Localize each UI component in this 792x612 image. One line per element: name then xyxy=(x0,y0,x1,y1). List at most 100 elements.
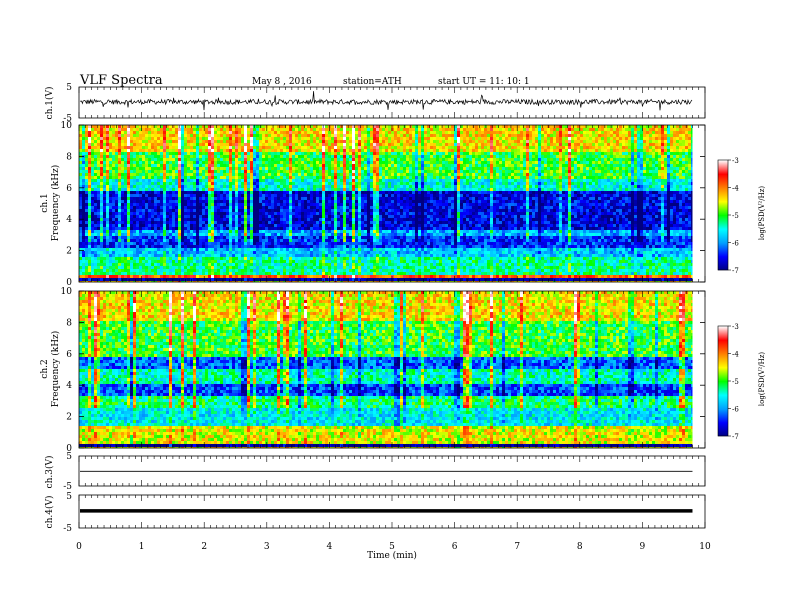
spectrogram-cell xyxy=(319,161,323,165)
spectrogram-cell xyxy=(187,143,191,147)
spectrogram-cell xyxy=(628,164,632,168)
spectrogram-cell xyxy=(682,158,686,162)
spectrogram-cell xyxy=(232,164,236,168)
spectrogram-cell xyxy=(445,167,449,171)
spectrogram-cell xyxy=(247,188,251,192)
spectrogram-cell xyxy=(334,149,338,153)
spectrogram-cell xyxy=(481,125,485,129)
spectrogram-cell xyxy=(646,182,650,186)
spectrogram-cell xyxy=(328,191,332,195)
spectrogram-cell xyxy=(607,188,611,192)
spectrogram-cell xyxy=(445,143,449,147)
spectrogram-cell xyxy=(199,152,203,156)
spectrogram-cell xyxy=(82,170,86,174)
spectrogram-cell xyxy=(553,143,557,147)
spectrogram-cell xyxy=(334,128,338,132)
spectrogram-cell xyxy=(223,170,227,174)
spectrogram-cell xyxy=(289,170,293,174)
spectrogram-cell xyxy=(268,134,272,138)
spectrogram-cell xyxy=(310,188,314,192)
spectrogram-cell xyxy=(502,125,506,129)
spectrogram-cell xyxy=(505,173,509,177)
spectrogram-cell xyxy=(79,185,83,189)
spectrogram-cell xyxy=(316,161,320,165)
spectrogram-cell xyxy=(298,137,302,141)
spectrogram-cell xyxy=(328,152,332,156)
spectrogram-cell xyxy=(316,182,320,186)
spectrogram-cell xyxy=(478,164,482,168)
spectrogram-cell xyxy=(217,185,221,189)
spectrogram-cell xyxy=(667,125,671,129)
spectrogram-cell xyxy=(397,134,401,138)
spectrogram-cell xyxy=(376,161,380,165)
spectrogram-cell xyxy=(313,194,317,198)
spectrogram-cell xyxy=(460,158,464,162)
spectrogram-cell xyxy=(676,143,680,147)
spectrogram-cell xyxy=(181,194,185,198)
spectrogram-cell xyxy=(193,194,197,198)
spectrogram-cell xyxy=(451,167,455,171)
spectrogram-cell xyxy=(664,125,668,129)
spectrogram-cell xyxy=(211,131,215,135)
spectrogram-cell xyxy=(103,179,107,183)
spectrogram-cell xyxy=(523,170,527,174)
spectrogram-cell xyxy=(523,131,527,135)
spectrogram-cell xyxy=(418,179,422,183)
spectrogram-cell xyxy=(379,134,383,138)
spectrogram-cell xyxy=(316,143,320,147)
spectrogram-cell xyxy=(622,131,626,135)
spectrogram-cell xyxy=(241,161,245,165)
spectrogram-cell xyxy=(433,158,437,162)
spectrogram-cell xyxy=(397,191,401,195)
spectrogram-cell xyxy=(550,155,554,159)
spectrogram-cell xyxy=(367,152,371,156)
spectrogram-cell xyxy=(202,158,206,162)
spectrogram-cell xyxy=(610,173,614,177)
spectrogram-cell xyxy=(160,155,164,159)
spectrogram-cell xyxy=(103,191,107,195)
spectrogram-cell xyxy=(505,179,509,183)
spectrogram-cell xyxy=(139,164,143,168)
spectrogram-cell xyxy=(334,170,338,174)
spectrogram-cell xyxy=(109,188,113,192)
spectrogram-cell xyxy=(547,128,551,132)
spectrogram-cell xyxy=(334,182,338,186)
spectrogram-cell xyxy=(208,185,212,189)
spectrogram-cell xyxy=(259,146,263,150)
spectrogram-cell xyxy=(667,164,671,168)
spectrogram-cell xyxy=(484,161,488,165)
spectrogram-cell xyxy=(607,125,611,129)
spectrogram-cell xyxy=(334,188,338,192)
spectrogram-cell xyxy=(361,164,365,168)
spectrogram-cell xyxy=(484,173,488,177)
spectrogram-cell xyxy=(619,158,623,162)
spectrogram-cell xyxy=(88,158,92,162)
spectrogram-cell xyxy=(160,188,164,192)
spectrogram-cell xyxy=(640,179,644,183)
spectrogram-cell xyxy=(232,182,236,186)
spectrogram-cell xyxy=(364,155,368,159)
spectrogram-cell xyxy=(634,149,638,153)
spectrogram-cell xyxy=(550,170,554,174)
spectrogram-cell xyxy=(493,167,497,171)
spectrogram-cell xyxy=(265,167,269,171)
spectrogram-cell xyxy=(514,161,518,165)
spectrogram-cell xyxy=(136,134,140,138)
spectrogram-cell xyxy=(367,179,371,183)
spectrogram-cell xyxy=(418,170,422,174)
spectrogram-cell xyxy=(691,125,693,129)
spectrogram-cell xyxy=(607,194,611,198)
spectrogram-cell xyxy=(490,185,494,189)
spectrogram-cell xyxy=(211,137,215,141)
spectrogram-cell xyxy=(229,197,233,201)
spectrogram-cell xyxy=(565,164,569,168)
spectrogram-cell xyxy=(193,158,197,162)
spectrogram-cell xyxy=(487,179,491,183)
spectrogram-cell xyxy=(526,143,530,147)
spectrogram-cell xyxy=(397,182,401,186)
spectrogram-cell xyxy=(592,191,596,195)
spectrogram-cell xyxy=(649,164,653,168)
spectrogram-cell xyxy=(106,188,110,192)
spectrogram-cell xyxy=(376,194,380,198)
spectrogram-cell xyxy=(163,158,167,162)
